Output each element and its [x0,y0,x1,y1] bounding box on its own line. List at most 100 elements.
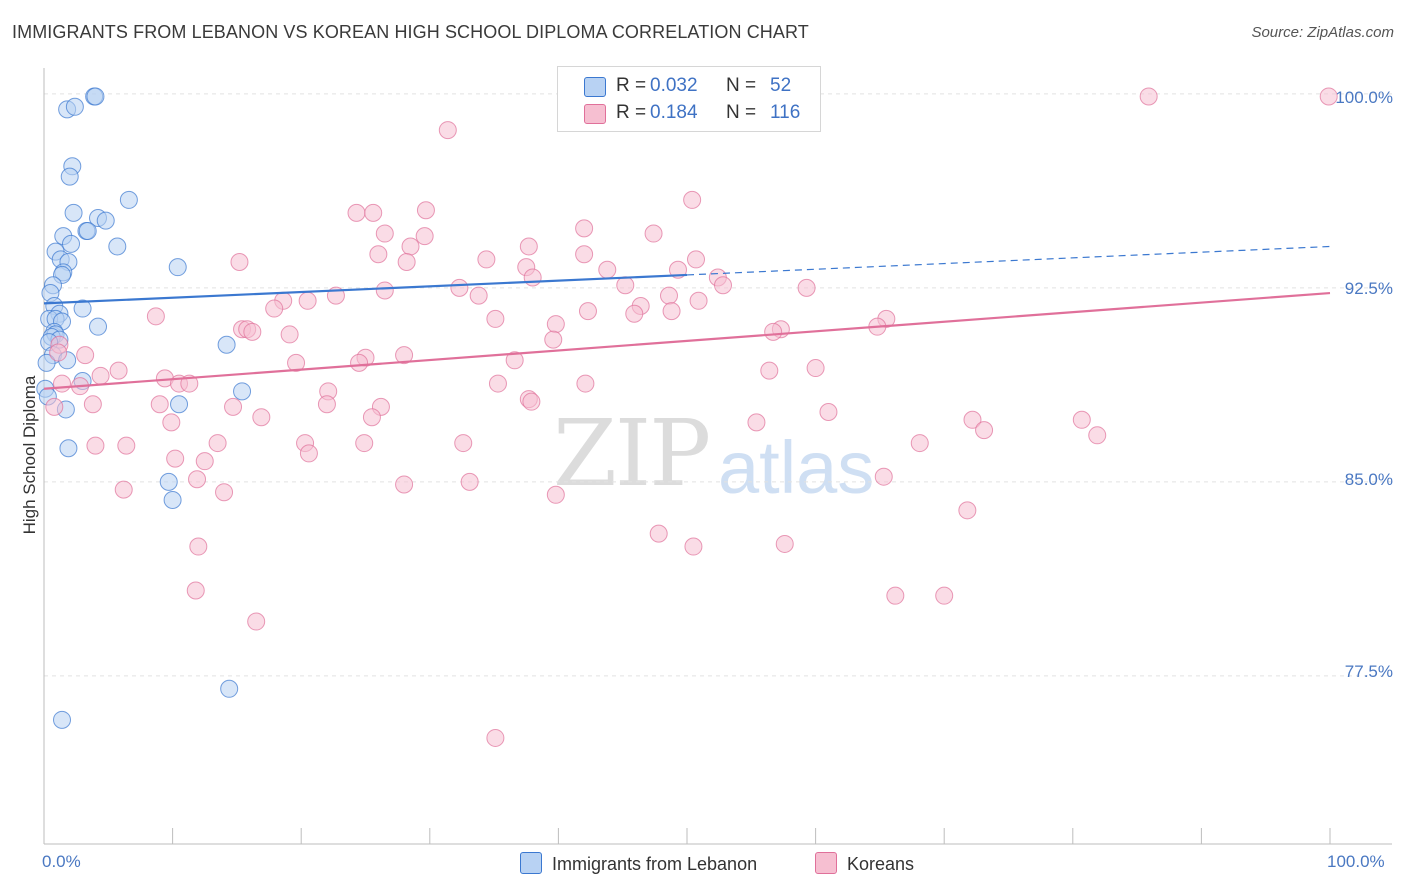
y-tick-label: 85.0% [1344,470,1393,489]
korean-point [395,475,414,494]
korean-point [575,245,594,264]
korean-point [364,203,383,222]
x-tick-label: 0.0% [42,852,81,871]
korean-point [86,436,105,455]
korean-point [438,121,457,140]
korean-point [280,325,299,344]
korean-point [166,449,185,468]
korean-point [224,397,243,416]
korean-point [76,346,95,365]
lebanon-point [220,679,239,698]
lebanon-point [96,211,115,230]
korean-point [760,361,779,380]
korean-point [662,302,681,321]
korean-point [287,353,306,372]
lebanon-point [217,335,236,354]
korean-point [963,410,982,429]
korean-point [454,434,473,453]
korean-point [797,278,816,297]
korean-point [146,307,165,326]
lebanon-trend-extension [686,245,1331,276]
lebanon-point [73,299,92,318]
lebanon-point [64,203,83,222]
lebanon-point [163,490,182,509]
korean-point [775,534,794,553]
korean-point [208,434,227,453]
lebanon-point [233,382,252,401]
korean-point [247,612,266,631]
korean-point [689,291,708,310]
korean-point [578,302,597,321]
korean-point [975,421,994,440]
korean-point [683,190,702,209]
korean-point [544,330,563,349]
korean-point [355,434,374,453]
legend-r-label: R = [616,102,647,123]
lebanon-point [89,317,108,336]
korean-point [397,253,416,271]
korean-point [347,203,366,222]
korean-point [714,276,733,295]
y-axis-label: High School Diploma [20,375,39,535]
korean-point [45,397,64,416]
korean-point [819,403,838,422]
korean-point [416,201,435,220]
korean-point [195,452,214,471]
korean-point [625,304,644,323]
korean-point [546,315,565,334]
lebanon-point [60,167,79,186]
korean-point [1139,87,1158,106]
source-label: Source: ZipAtlas.com [1251,24,1394,41]
korean-point [117,436,136,455]
korean-point [575,219,594,238]
korean-point [598,260,617,279]
y-tick-label: 92.5% [1344,279,1393,298]
legend-swatch-pink [815,852,837,874]
korean-point [150,395,169,414]
korean-point [935,586,954,605]
korean-point [83,395,102,414]
korean-point [519,237,538,256]
korean-point [659,286,678,305]
korean-point [265,299,284,318]
korean-point [91,366,110,385]
korean-point [576,374,595,393]
korean-point [450,278,469,297]
lebanon-point [159,472,178,491]
watermark-zip: ZIP [553,400,711,507]
legend-label-lebanon: Immigrants from Lebanon [552,854,758,874]
lebanon-trend-line [43,273,688,305]
korean-point [317,395,336,414]
korean-point [522,392,541,411]
legend-n-label: N = [726,75,757,96]
legend-swatch-pink [584,104,606,124]
korean-point [189,537,208,556]
korean-point [243,322,262,341]
korean-point [469,286,488,305]
lebanon-point [86,87,105,106]
korean-point [477,250,496,269]
lebanon-point [119,190,138,209]
korean-point [910,434,929,453]
korean-point [1088,426,1107,445]
legend-r-label: R = [616,75,647,96]
lebanon-point [168,258,187,277]
lebanon-point [170,395,189,414]
legend-label-koreans: Koreans [847,854,915,874]
korean-point [375,224,394,243]
korean-point [369,245,388,264]
korean-point [395,346,414,365]
lebanon-point [108,237,127,256]
lebanon-point [62,234,81,253]
chart-title: IMMIGRANTS FROM LEBANON VS KOREAN HIGH S… [12,22,809,42]
korean-point [505,351,524,370]
korean-point [523,268,542,287]
korean-point [649,524,668,543]
lebanon-point [53,710,72,729]
korean-point [215,483,234,502]
watermark-atlas: atlas [718,426,875,509]
korean-point [668,260,687,279]
korean-point [486,728,505,747]
lebanon-point [37,353,56,372]
